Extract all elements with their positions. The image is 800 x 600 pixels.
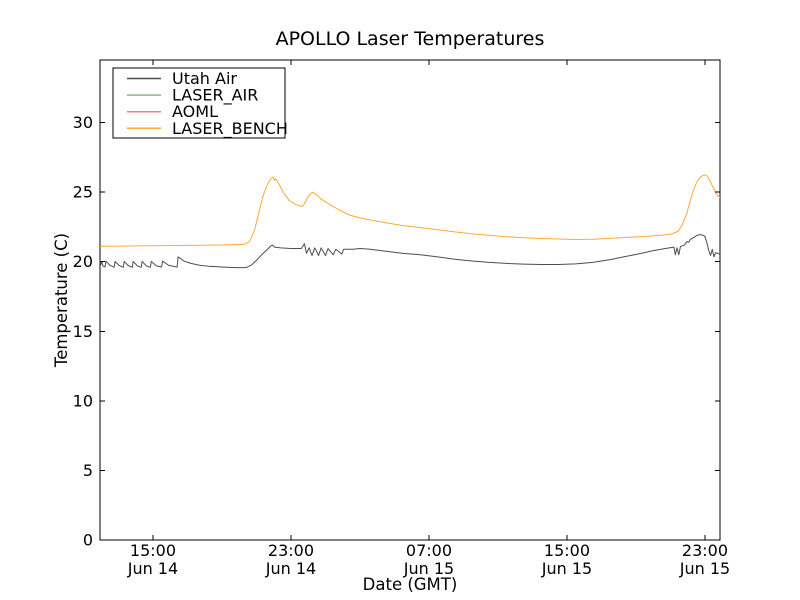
x-tick-label-date: Jun 15	[403, 559, 454, 578]
y-tick-label: 10	[73, 391, 93, 410]
legend-box	[112, 67, 286, 139]
x-tick-label-time: 23:00	[268, 541, 314, 560]
x-tick-label-time: 07:00	[406, 541, 452, 560]
series-line-laser-bench	[99, 174, 721, 247]
legend-label-utah-air: Utah Air	[172, 69, 237, 88]
legend-label-laser-air: LASER_AIR	[172, 86, 258, 106]
series-line-utah-air	[99, 234, 721, 269]
x-tick-label-date: Jun 14	[127, 559, 178, 578]
y-axis-ticks: 0 5 10 15 20 25 30	[73, 113, 720, 550]
y-tick-label: 25	[73, 183, 93, 202]
x-tick-label-time: 15:00	[130, 541, 176, 560]
y-tick-label: 20	[73, 252, 93, 271]
x-tick-label-time: 23:00	[682, 541, 728, 560]
x-axis-label: Date (GMT)	[363, 575, 458, 594]
chart-title: APOLLO Laser Temperatures	[276, 28, 545, 50]
x-tick-label-date: Jun 14	[265, 559, 316, 578]
legend-label-laser-bench: LASER_BENCH	[172, 119, 288, 139]
x-tick-label-time: 15:00	[544, 541, 590, 560]
legend-label-aoml: AOML	[172, 102, 218, 121]
y-tick-label: 0	[83, 531, 93, 550]
y-tick-label: 5	[83, 461, 93, 480]
y-tick-label: 30	[73, 113, 93, 132]
x-tick-label-date: Jun 15	[541, 559, 592, 578]
x-tick-label-date: Jun 15	[679, 559, 730, 578]
series-lines	[99, 174, 721, 269]
y-tick-label: 15	[73, 322, 93, 341]
y-axis-label: Temperature (C)	[52, 233, 71, 368]
plot-area-border	[99, 59, 721, 541]
